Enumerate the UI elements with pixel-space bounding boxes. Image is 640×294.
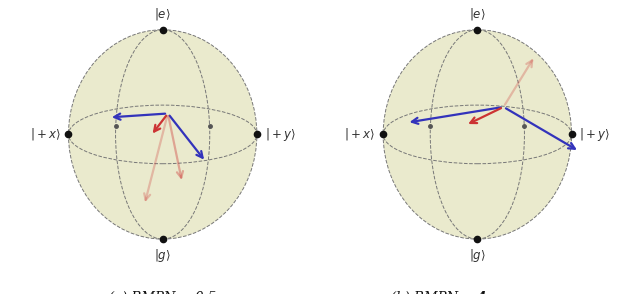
- Text: $|e\rangle$: $|e\rangle$: [469, 6, 486, 22]
- Text: (b) RMPN =: (b) RMPN =: [390, 291, 477, 294]
- Text: $|+y\rangle$: $|+y\rangle$: [265, 126, 296, 143]
- Text: $|+x\rangle$: $|+x\rangle$: [29, 126, 61, 142]
- Text: $|g\rangle$: $|g\rangle$: [154, 247, 171, 264]
- Ellipse shape: [68, 30, 257, 239]
- Text: $|+x\rangle$: $|+x\rangle$: [344, 126, 375, 142]
- Text: $|+y\rangle$: $|+y\rangle$: [579, 126, 611, 143]
- Text: 4: 4: [477, 291, 486, 294]
- Text: (a) RMPN = 0.5: (a) RMPN = 0.5: [109, 291, 216, 294]
- Ellipse shape: [383, 30, 572, 239]
- Text: $|e\rangle$: $|e\rangle$: [154, 6, 171, 22]
- Text: $|g\rangle$: $|g\rangle$: [469, 247, 486, 264]
